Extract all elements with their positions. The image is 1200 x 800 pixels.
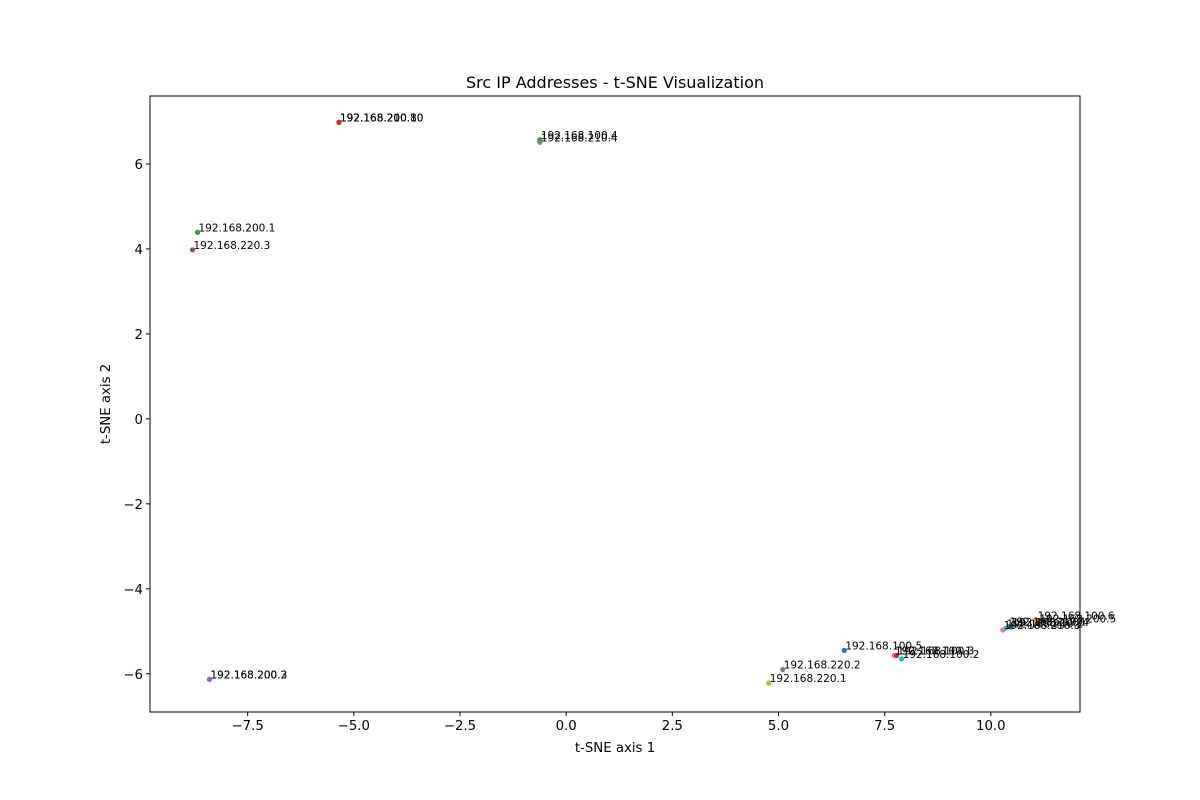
x-tick-label: 2.5 bbox=[662, 719, 683, 734]
point-label: 192.168.200.3 bbox=[210, 669, 287, 681]
point-label: 192.168.200.8 bbox=[340, 112, 417, 124]
data-point bbox=[336, 119, 342, 125]
point-label: 192.168.200.5 bbox=[1039, 614, 1116, 626]
data-point bbox=[893, 652, 900, 659]
y-tick-label: 6 bbox=[135, 158, 143, 173]
point-label: 192.168.220.2 bbox=[784, 660, 861, 672]
point-label: 192.168.100.2 bbox=[903, 649, 980, 661]
plot-area-frame bbox=[149, 95, 1081, 713]
x-tick-label: −2.5 bbox=[444, 719, 476, 734]
x-tick-label: −5.0 bbox=[338, 719, 370, 734]
point-label: 192.168.200.1 bbox=[199, 222, 276, 234]
point-label: 192.168.100.6 bbox=[1038, 611, 1115, 623]
point-label: 192.168.210.2 bbox=[1007, 618, 1084, 630]
data-point bbox=[841, 647, 847, 654]
y-tick-label: −4 bbox=[123, 583, 143, 598]
point-label: 192.168.100.5 bbox=[845, 640, 922, 652]
x-axis-label: t-SNE axis 1 bbox=[575, 741, 655, 756]
x-tick-label: 7.5 bbox=[874, 719, 895, 734]
y-tick-label: 2 bbox=[135, 328, 143, 343]
data-point bbox=[780, 666, 786, 673]
point-label: 192.168.200.4 bbox=[1012, 617, 1089, 629]
point-label: 192.168.100.4 bbox=[541, 130, 618, 142]
point-label: 192.168.100.1 bbox=[895, 645, 972, 657]
data-point bbox=[1000, 627, 1006, 633]
data-point bbox=[1008, 624, 1014, 630]
data-point bbox=[206, 676, 213, 682]
x-axis-ticks: −7.5 −5.0 −2.5 0.0 2.5 5.0 7.5 10.0 bbox=[232, 712, 1006, 734]
x-tick-label: 0.0 bbox=[556, 719, 577, 734]
y-tick-label: 0 bbox=[135, 413, 143, 428]
point-label: 192.168.220.3 bbox=[193, 240, 270, 252]
data-point bbox=[194, 229, 201, 235]
point-label: 192.168.200.2 bbox=[210, 669, 287, 681]
x-tick-label: 10.0 bbox=[976, 719, 1006, 734]
y-axis-ticks: −6 −4 −2 0 2 4 6 bbox=[123, 158, 150, 683]
point-label: 192.168.210.4 bbox=[541, 132, 618, 144]
y-axis-label: t-SNE axis 2 bbox=[99, 364, 114, 444]
point-label: 192.168.220.1 bbox=[770, 673, 847, 685]
point-label: 192.168.210.3 bbox=[1004, 620, 1081, 632]
point-label: 192.168.210.10 bbox=[340, 112, 424, 124]
data-point bbox=[899, 656, 905, 662]
y-tick-label: −6 bbox=[123, 668, 143, 683]
y-tick-label: 4 bbox=[135, 243, 143, 258]
point-label: 192.168.100.3 bbox=[898, 645, 975, 657]
point-labels-layer: 192.168.200.10192.168.210.10192.168.200.… bbox=[193, 112, 1116, 685]
data-point bbox=[189, 247, 196, 253]
point-label: 192.168.210.1 bbox=[1010, 617, 1087, 629]
point-label: 192.168.200.10 bbox=[340, 112, 424, 124]
data-point bbox=[1035, 621, 1041, 627]
y-tick-label: −2 bbox=[123, 498, 143, 513]
data-point bbox=[766, 680, 772, 686]
chart-title: Src IP Addresses - t-SNE Visualization bbox=[466, 73, 764, 92]
x-tick-label: −7.5 bbox=[232, 719, 264, 734]
data-point bbox=[537, 139, 543, 145]
x-tick-label: 5.0 bbox=[768, 719, 789, 734]
points-layer bbox=[189, 119, 1041, 686]
